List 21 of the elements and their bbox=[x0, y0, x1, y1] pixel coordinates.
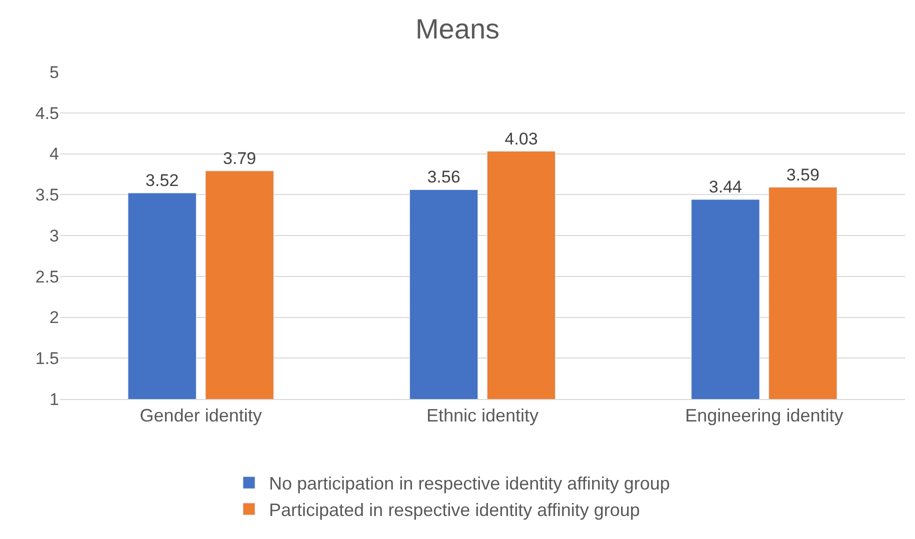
x-tick-label: Ethnic identity bbox=[426, 406, 539, 426]
y-tick-label: 5 bbox=[50, 62, 59, 82]
y-tick-label: 1.5 bbox=[35, 349, 59, 368]
legend-label: No participation in respective identity affinity group bbox=[269, 474, 670, 494]
chart-title: Means bbox=[415, 13, 500, 44]
data-label: 3.52 bbox=[146, 170, 179, 190]
y-tick-label: 1 bbox=[50, 390, 59, 409]
data-label: 3.79 bbox=[223, 148, 256, 168]
data-label: 3.44 bbox=[708, 178, 742, 197]
data-label: 4.03 bbox=[504, 129, 538, 148]
y-tick-label: 3.5 bbox=[35, 186, 59, 205]
data-label: 3.56 bbox=[427, 168, 460, 187]
x-tick-label: Gender identity bbox=[140, 406, 262, 426]
y-tick-label: 2 bbox=[50, 308, 59, 328]
y-tick-label: 4 bbox=[50, 144, 59, 164]
y-tick-label: 4.5 bbox=[35, 104, 59, 123]
y-tick-label: 3 bbox=[50, 226, 59, 246]
legend-label: Participated in respective identity affinity group bbox=[269, 500, 640, 520]
x-tick-label: Engineering identity bbox=[685, 406, 844, 426]
y-tick-label: 2.5 bbox=[35, 267, 59, 286]
data-label: 3.59 bbox=[786, 165, 820, 184]
